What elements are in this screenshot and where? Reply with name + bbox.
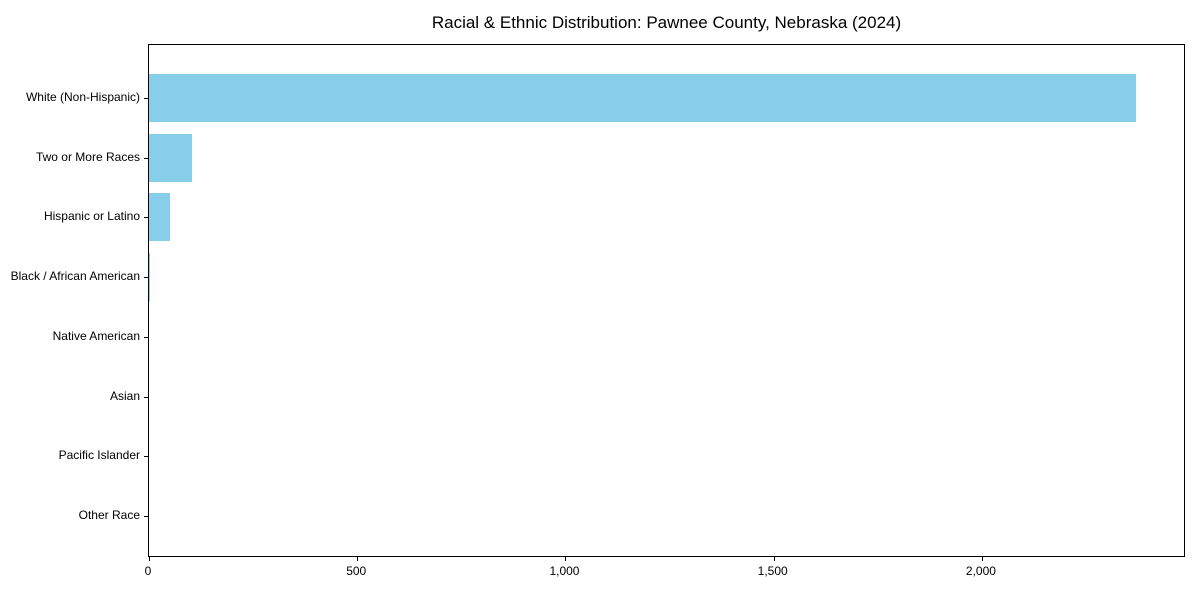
x-tick-label: 0 xyxy=(144,564,152,578)
y-tick-label: Hispanic or Latino xyxy=(43,209,140,224)
y-tick-mark xyxy=(144,456,148,458)
y-tick-label: Black / African American xyxy=(10,269,140,284)
y-tick-mark xyxy=(144,98,148,99)
y-tick-label: Native American xyxy=(52,328,140,343)
x-tick-label: 2,000 xyxy=(965,564,996,578)
y-tick-label: Two or More Races xyxy=(35,149,140,164)
y-tick-mark xyxy=(144,515,148,517)
chart-title: Racial & Ethnic Distribution: Pawnee Cou… xyxy=(431,13,902,32)
plot-area xyxy=(144,44,1185,561)
x-tick-label: 1,000 xyxy=(549,564,580,578)
y-tick-mark xyxy=(144,277,148,279)
y-tick-label: White (Non-Hispanic) xyxy=(25,90,140,104)
x-tick-mark xyxy=(149,557,150,561)
bar xyxy=(149,133,192,182)
x-tick-mark xyxy=(773,557,775,561)
x-tick-mark xyxy=(565,557,567,561)
y-tick-mark xyxy=(144,396,148,398)
y-tick-label: Asian xyxy=(109,388,140,403)
y-tick-mark xyxy=(144,217,148,219)
y-tick-label: Other Race xyxy=(78,507,140,522)
x-tick-mark xyxy=(981,557,983,561)
bar xyxy=(149,74,1137,122)
x-tick-mark xyxy=(357,557,359,561)
bar xyxy=(149,193,170,242)
bar xyxy=(149,253,151,302)
x-tick-label: 500 xyxy=(346,564,367,578)
y-tick-mark xyxy=(144,336,148,338)
y-tick-mark xyxy=(144,157,148,159)
y-tick-label: Pacific Islander xyxy=(58,448,140,463)
x-tick-label: 1,500 xyxy=(757,564,788,578)
